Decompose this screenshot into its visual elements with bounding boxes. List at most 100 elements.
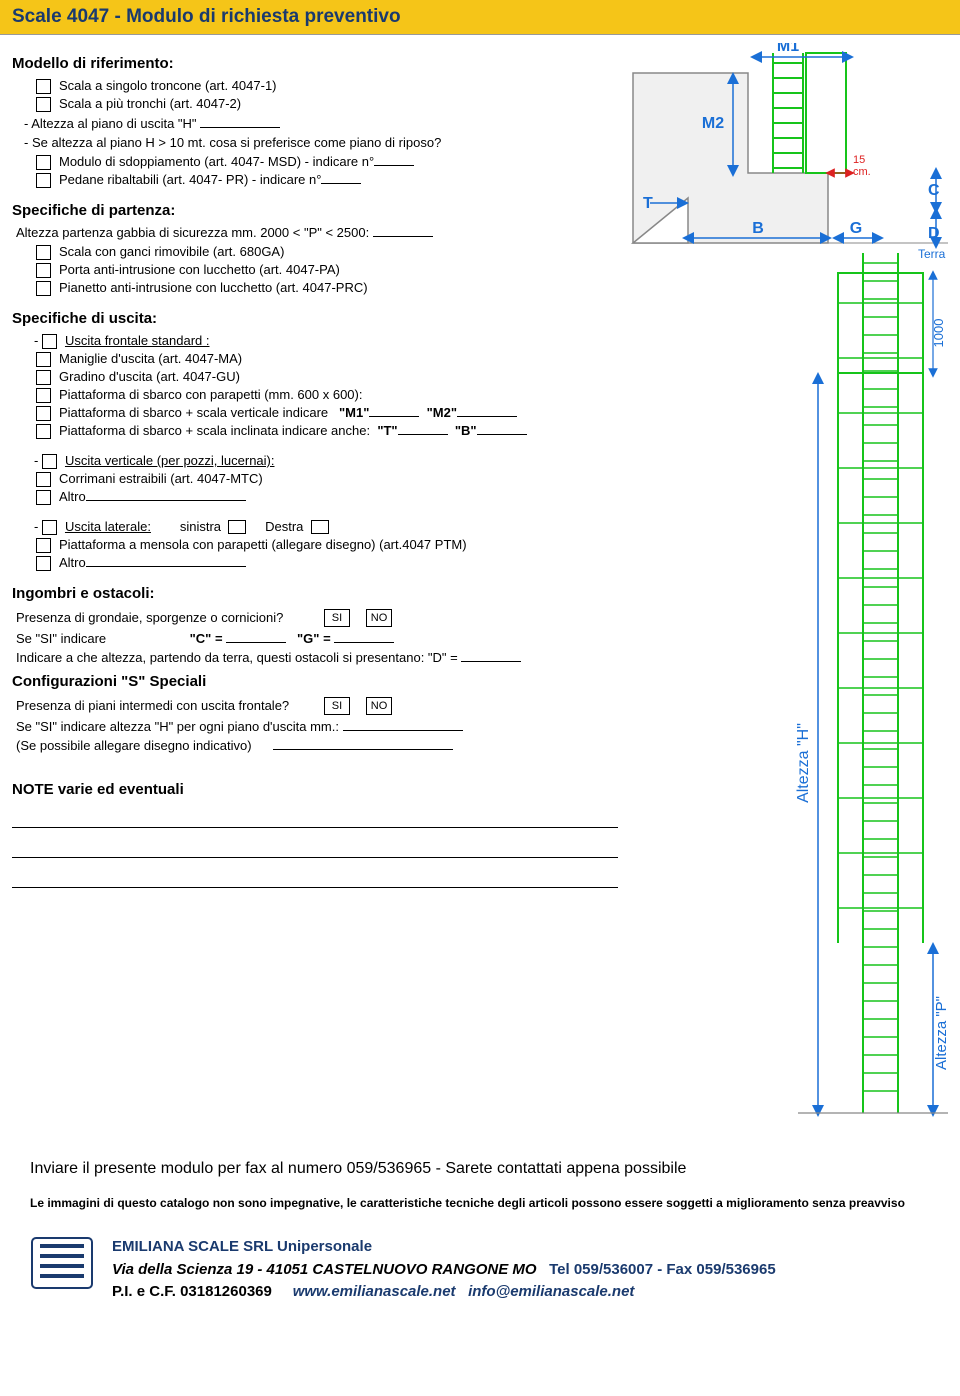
label-altezza-h: - Altezza al piano di uscita "H" <box>24 116 197 131</box>
label-piu-tronchi: Scala a più tronchi (art. 4047-2) <box>59 96 241 111</box>
label-pr: Pedane ribaltabili (art. 4047- PR) - ind… <box>59 172 321 187</box>
label-altro1: Altro <box>59 489 86 504</box>
label-singolo-troncone: Scala a singolo troncone (art. 4047-1) <box>59 78 277 93</box>
form-left-column: Modello di riferimento: Scala a singolo … <box>12 43 628 1146</box>
checkbox-destra[interactable] <box>311 520 329 534</box>
label-piani-intermedi: Presenza di piani intermedi con uscita f… <box>16 698 316 713</box>
label-altezza-d: Indicare a che altezza, partendo da terr… <box>16 650 458 665</box>
blank-m2[interactable] <box>457 405 517 417</box>
checkbox-piattaforma[interactable] <box>36 388 51 403</box>
label-msd: Modulo di sdoppiamento (art. 4047- MSD) … <box>59 154 374 169</box>
company-www: www.emilianascale.net <box>293 1283 456 1300</box>
blank-msd[interactable] <box>374 154 414 166</box>
checkbox-pianetto-anti[interactable] <box>36 281 51 296</box>
section-note-heading: NOTE varie ed eventuali <box>12 781 618 798</box>
checkbox-altro1[interactable] <box>36 490 51 505</box>
footer-send-instruction: Inviare il presente modulo per fax al nu… <box>30 1160 930 1178</box>
checkbox-corrimani[interactable] <box>36 472 51 487</box>
label-pianetto-anti: Pianetto anti-intrusione con lucchetto (… <box>59 280 368 295</box>
label-se-si-h: Se "SI" indicare altezza "H" per ogni pi… <box>16 719 339 734</box>
blank-m1[interactable] <box>369 405 419 417</box>
dim-altezza-p: Altezza "P" <box>933 996 948 1070</box>
checkbox-grondaie-si[interactable]: SI <box>324 609 350 627</box>
blank-allegare[interactable] <box>273 738 453 750</box>
dim-m1: M1 <box>777 43 799 55</box>
label-b: "B" <box>455 423 477 438</box>
label-mensola: Piattaforma a mensola con parapetti (all… <box>59 537 467 552</box>
dim-altezza-h: Altezza "H" <box>795 723 812 803</box>
label-gabbia: Altezza partenza gabbia di sicurezza mm.… <box>16 225 369 240</box>
checkbox-frontale[interactable] <box>42 334 57 349</box>
dim-d: D <box>928 225 940 242</box>
checkbox-verticale[interactable] <box>36 406 51 421</box>
company-logo-icon <box>30 1236 94 1290</box>
label-allegare: (Se possibile allegare disegno indicativ… <box>16 738 252 753</box>
section-uscita-heading: Specifiche di uscita: <box>12 310 618 327</box>
blank-b[interactable] <box>477 423 527 435</box>
blank-g[interactable] <box>334 631 394 643</box>
blank-altezza-h[interactable] <box>200 116 280 128</box>
label-g-eq: "G" = <box>297 631 331 646</box>
label-terra: Terra <box>918 247 946 261</box>
checkbox-inclinata[interactable] <box>36 424 51 439</box>
checkbox-mensola[interactable] <box>36 538 51 553</box>
blank-pr[interactable] <box>321 172 361 184</box>
label-verticale: Piattaforma di sbarco + scala verticale … <box>59 405 328 420</box>
blank-altro2[interactable] <box>86 555 246 567</box>
dim-g: G <box>850 220 862 237</box>
company-email: info@emilianascale.net <box>468 1283 634 1300</box>
note-line-3[interactable] <box>12 876 618 888</box>
company-address: Via della Scienza 19 - 41051 CASTELNUOVO… <box>112 1261 537 1278</box>
label-ganci: Scala con ganci rimovibile (art. 680GA) <box>59 244 284 259</box>
label-m2: "M2" <box>427 405 457 420</box>
blank-t[interactable] <box>398 423 448 435</box>
checkbox-ganci[interactable] <box>36 245 51 260</box>
label-grondaie: Presenza di grondaie, sporgenze o cornic… <box>16 610 316 625</box>
checkbox-piani-no[interactable]: NO <box>366 697 392 715</box>
section-config-heading: Configurazioni "S" Speciali <box>12 673 618 690</box>
checkbox-uscita-verticale[interactable] <box>42 454 57 469</box>
section-ingombri-heading: Ingombri e ostacoli: <box>12 585 618 602</box>
checkbox-piu-tronchi[interactable] <box>36 97 51 112</box>
blank-d[interactable] <box>461 650 521 662</box>
dim-t: T <box>643 195 653 212</box>
checkbox-singolo-troncone[interactable] <box>36 79 51 94</box>
label-sinistra: sinistra <box>180 519 221 534</box>
checkbox-gradino[interactable] <box>36 370 51 385</box>
ladder-diagram: M1 M2 T B 15 cm. G C D Terra <box>628 43 948 1143</box>
label-c-eq: "C" = <box>190 631 223 646</box>
label-piattaforma: Piattaforma di sbarco con parapetti (mm.… <box>59 387 362 402</box>
label-frontale: Uscita frontale standard : <box>65 333 210 348</box>
bullet-verticale: - <box>34 453 38 468</box>
section-partenza-heading: Specifiche di partenza: <box>12 202 618 219</box>
checkbox-sinistra[interactable] <box>228 520 246 534</box>
checkbox-piani-si[interactable]: SI <box>324 697 350 715</box>
label-se-si: Se "SI" indicare <box>16 631 186 646</box>
bullet-frontale: - <box>34 333 38 348</box>
label-m1: "M1" <box>339 405 369 420</box>
label-destra: Destra <box>265 519 303 534</box>
label-t: "T" <box>377 423 397 438</box>
blank-se-si-h[interactable] <box>343 719 463 731</box>
svg-text:cm.: cm. <box>853 166 871 178</box>
company-info: EMILIANA SCALE SRL Unipersonale Via dell… <box>112 1236 776 1304</box>
checkbox-altro2[interactable] <box>36 556 51 571</box>
bullet-laterale: - <box>34 519 38 534</box>
checkbox-laterale[interactable] <box>42 520 57 535</box>
checkbox-msd[interactable] <box>36 155 51 170</box>
note-line-1[interactable] <box>12 816 618 828</box>
note-line-2[interactable] <box>12 846 618 858</box>
dim-1000: 1000 <box>931 319 946 348</box>
checkbox-grondaie-no[interactable]: NO <box>366 609 392 627</box>
checkbox-maniglie[interactable] <box>36 352 51 367</box>
label-gradino: Gradino d'uscita (art. 4047-GU) <box>59 369 240 384</box>
dim-m2: M2 <box>702 115 724 132</box>
checkbox-pr[interactable] <box>36 173 51 188</box>
blank-gabbia-p[interactable] <box>373 225 433 237</box>
blank-c[interactable] <box>226 631 286 643</box>
checkbox-porta-anti[interactable] <box>36 263 51 278</box>
label-porta-anti: Porta anti-intrusione con lucchetto (art… <box>59 262 340 277</box>
page-title: Scale 4047 - Modulo di richiesta prevent… <box>0 0 960 35</box>
dim-b: B <box>752 220 764 237</box>
blank-altro1[interactable] <box>86 489 246 501</box>
